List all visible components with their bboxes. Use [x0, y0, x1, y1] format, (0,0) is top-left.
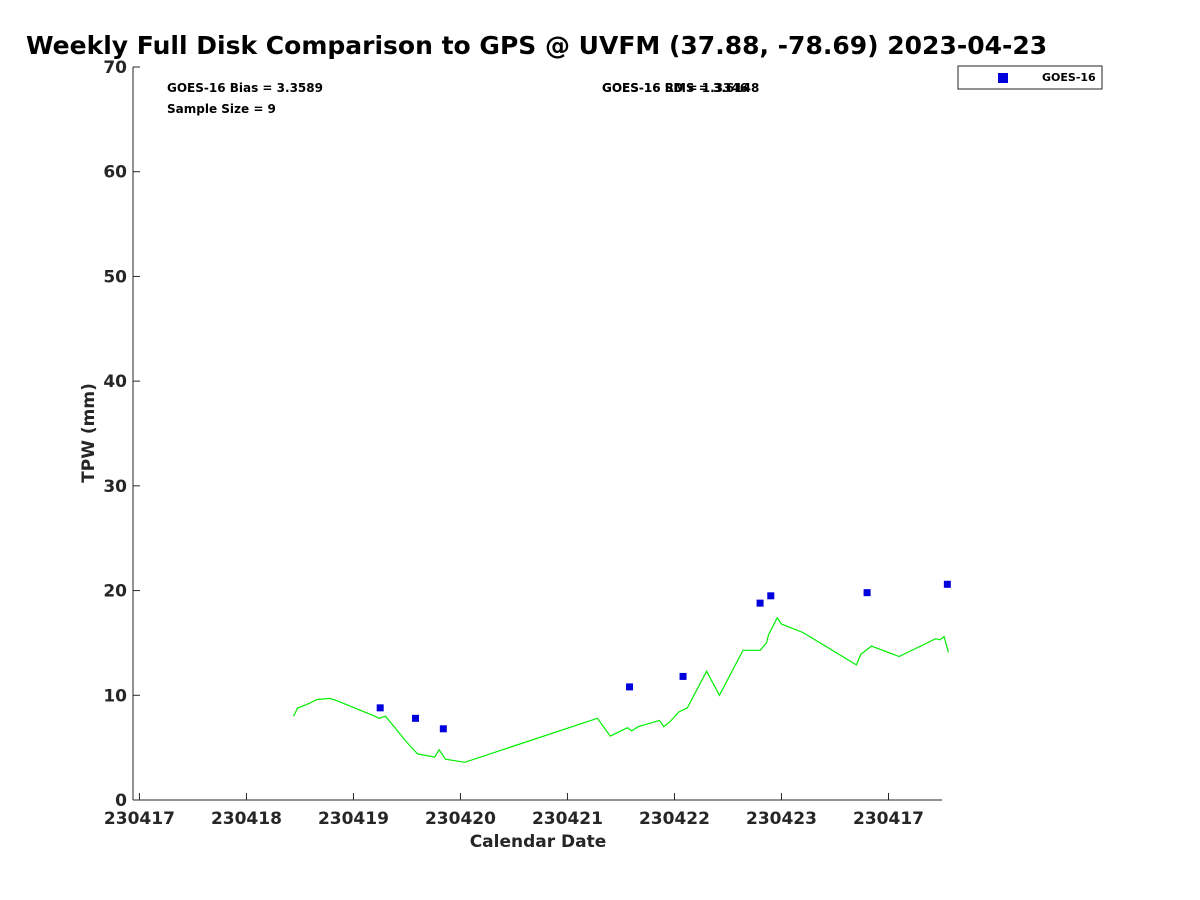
goes16-point — [412, 714, 420, 722]
chart-title: Weekly Full Disk Comparison to GPS @ UVF… — [26, 31, 1047, 60]
goes16-point — [626, 683, 634, 691]
legend: GOES-16 — [957, 65, 1103, 90]
x-axis-label: Calendar Date — [470, 832, 607, 852]
x-tick-label: 230423 — [746, 809, 817, 829]
x-tick-label: 230417 — [853, 809, 924, 829]
goes16-point — [376, 704, 384, 712]
goes16-point — [943, 580, 951, 588]
y-ticks: 0 10 20 30 40 50 60 70 — [103, 58, 140, 811]
x-tick-label: 230418 — [211, 809, 282, 829]
y-tick-label: 60 — [103, 163, 127, 183]
gps-series-line — [292, 616, 949, 763]
x-ticks: 230417 230418 230419 230420 230421 230422 2304… — [104, 793, 924, 829]
sd-annotation: GOES-16 SD = 1.3346 — [602, 81, 748, 95]
y-tick-label: 30 — [103, 477, 127, 497]
x-tick-label: 230422 — [639, 809, 710, 829]
goes16-point — [679, 672, 687, 680]
legend-label-goes16: GOES-16 — [1042, 71, 1096, 84]
x-tick-label: 230419 — [318, 809, 389, 829]
goes16-point — [756, 599, 764, 607]
sample-size-annotation: Sample Size = 9 — [167, 102, 276, 116]
goes16-point — [863, 589, 871, 597]
y-axis-label: TPW (mm) — [79, 383, 99, 483]
goes16-point — [767, 592, 775, 600]
x-tick-label: 230417 — [104, 809, 175, 829]
series-layer — [292, 580, 951, 763]
y-tick-label: 40 — [103, 372, 127, 392]
legend-marker-goes16 — [998, 73, 1008, 83]
x-tick-label: 230421 — [532, 809, 603, 829]
y-tick-label: 50 — [103, 267, 127, 287]
rms-annotation: GOES-16 RMS = 3.6148 — [602, 81, 759, 95]
x-tick-label: 230420 — [425, 809, 496, 829]
y-tick-label: 0 — [115, 791, 127, 811]
y-tick-label: 10 — [103, 686, 127, 706]
bias-annotation: GOES-16 Bias = 3.3589 — [167, 81, 323, 95]
y-tick-label: 70 — [103, 58, 127, 78]
goes16-point — [439, 725, 447, 733]
legend-box — [957, 65, 1103, 90]
y-tick-label: 20 — [103, 582, 127, 602]
plot-area — [132, 67, 942, 801]
